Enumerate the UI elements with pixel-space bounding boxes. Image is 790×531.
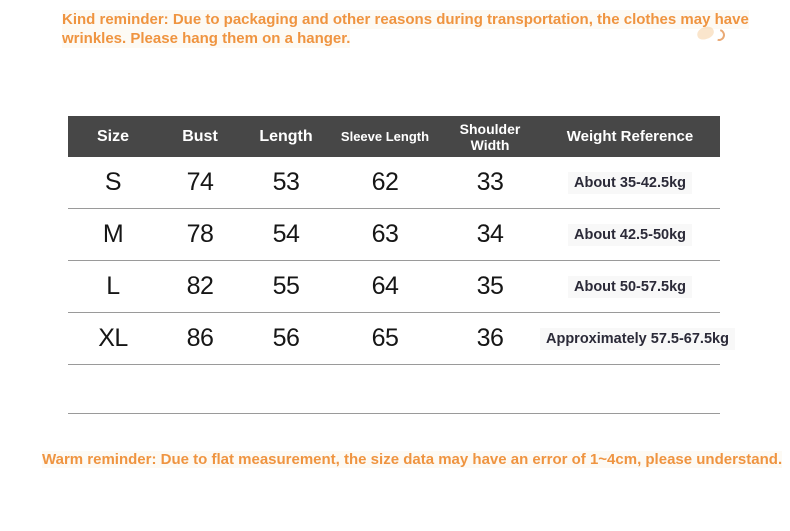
cell-size: M [102, 220, 124, 248]
header-sleeve-length: Sleeve Length [340, 129, 430, 144]
weight-highlight: About 50-57.5kg [568, 275, 692, 298]
cell-shoulder-width: 35 [476, 272, 504, 300]
cell-bust: 74 [186, 168, 214, 196]
header-size: Size [96, 127, 129, 145]
cell-sleeve-length: 65 [371, 324, 399, 352]
cell-bust: 78 [186, 220, 214, 248]
weight-highlight: About 35-42.5kg [568, 171, 692, 194]
cell-length: 54 [272, 220, 300, 248]
cell-bust: 86 [186, 324, 214, 352]
cell-sleeve-length: 63 [371, 220, 399, 248]
cell-size: S [104, 168, 122, 196]
table-row-l: L 82 55 64 35 About 50-57.5kg [68, 261, 720, 313]
size-chart-table: Size Bust Length Sleeve Length Shoulder … [68, 116, 735, 414]
cell-size: L [106, 272, 120, 300]
cell-shoulder-width: 36 [476, 324, 504, 352]
table-row-s: S 74 53 62 33 About 35-42.5kg [68, 157, 720, 209]
cell-size: XL [98, 324, 128, 352]
weight-highlight: Approximately 57.5-67.5kg [540, 327, 735, 350]
header-shoulder-width: Shoulder Width [459, 120, 521, 153]
header-bust: Bust [182, 127, 218, 145]
table-header-row: Size Bust Length Sleeve Length Shoulder … [68, 116, 720, 157]
cell-shoulder-width: 34 [476, 220, 504, 248]
kind-reminder-line2: wrinkles. Please hang them on a hanger. [62, 29, 351, 48]
table-row-xl: XL 86 56 65 36 Approximately 57.5-67.5kg [68, 313, 735, 365]
cell-length: 56 [272, 324, 300, 352]
kind-reminder-line1: Kind reminder: Due to packaging and othe… [62, 10, 749, 29]
cell-sleeve-length: 64 [371, 272, 399, 300]
cell-weight-reference: About 50-57.5kg [540, 275, 720, 298]
cell-sleeve-length: 62 [371, 168, 399, 196]
table-row-m: M 78 54 63 34 About 42.5-50kg [68, 209, 720, 261]
kind-reminder-text: Kind reminder: Due to packaging and othe… [62, 10, 762, 48]
header-length: Length [259, 127, 313, 145]
header-weight-reference: Weight Reference [566, 128, 694, 145]
weight-highlight: About 42.5-50kg [568, 223, 692, 246]
warm-reminder-text: Warm reminder: Due to flat measurement, … [42, 451, 783, 468]
cell-weight-reference: About 35-42.5kg [540, 171, 720, 194]
table-row-empty [68, 365, 720, 414]
cell-weight-reference: Approximately 57.5-67.5kg [540, 327, 735, 350]
cell-length: 55 [272, 272, 300, 300]
cell-shoulder-width: 33 [476, 168, 504, 196]
cell-length: 53 [272, 168, 300, 196]
cell-bust: 82 [186, 272, 214, 300]
cell-weight-reference: About 42.5-50kg [540, 223, 720, 246]
